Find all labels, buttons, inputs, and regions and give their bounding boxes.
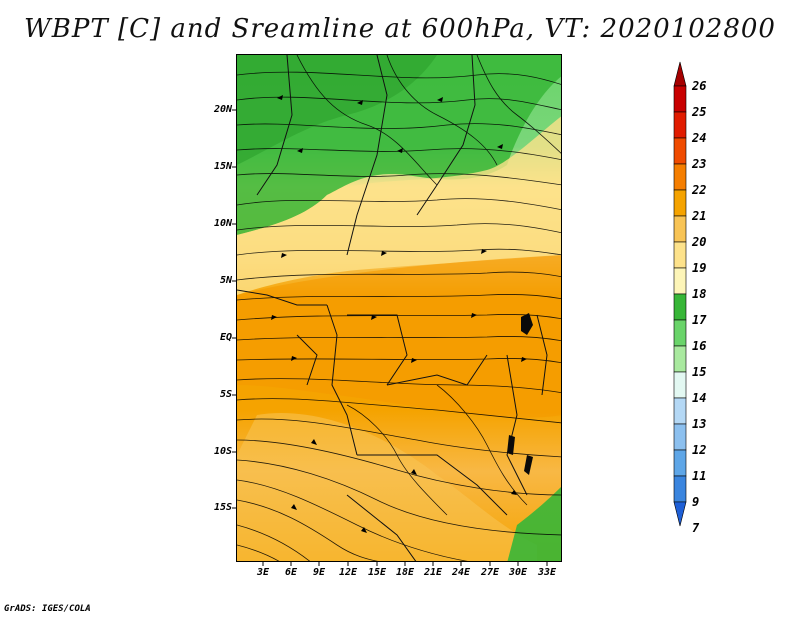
green-zone-core (237, 55, 437, 165)
colorbar-label: 13 (692, 417, 707, 431)
colorbar (673, 61, 687, 527)
colorbar-swatch (673, 293, 687, 321)
colorbar-label: 21 (692, 209, 707, 223)
colorbar-swatch (673, 319, 687, 347)
colorbar-label: 24 (692, 131, 707, 145)
lat-tick-label: 10N (213, 218, 232, 229)
colorbar-swatch (673, 397, 687, 425)
colorbar-label: 26 (692, 79, 707, 93)
orange-core (237, 255, 561, 418)
lon-tick-label: 33E (537, 567, 557, 578)
credit-text: GrADS: IGES/COLA (4, 604, 91, 614)
lat-tick-label: 5S (219, 389, 232, 400)
colorbar-swatch (673, 215, 687, 243)
colorbar-label: 19 (692, 261, 707, 275)
lon-tick-label: 27E (480, 567, 500, 578)
southern-swirl (237, 413, 537, 561)
colorbar-swatch (673, 449, 687, 477)
country-boundaries (237, 55, 548, 561)
colorbar-label: 15 (692, 365, 707, 379)
lon-tick-label: 21E (423, 567, 443, 578)
streamline-arrows (271, 95, 527, 533)
lon-tick-label: 18E (395, 567, 415, 578)
lat-tick-label: EQ (219, 332, 232, 343)
lon-tick-label: 12E (338, 567, 358, 578)
colorbar-label: 22 (692, 183, 707, 197)
colorbar-top-arrow (673, 61, 687, 87)
lon-tick-label: 6E (284, 567, 298, 578)
colorbar-label: 20 (692, 235, 707, 249)
lat-tick-label: 10S (213, 446, 232, 457)
colorbar-swatch (673, 111, 687, 139)
colorbar-label: 12 (692, 443, 707, 457)
lat-tick-label: 5N (219, 275, 232, 286)
colorbar-label: 11 (692, 469, 707, 483)
colorbar-swatch (673, 85, 687, 113)
colorbar-label: 25 (692, 105, 707, 119)
colorbar-swatch (673, 163, 687, 191)
colorbar-swatch (673, 423, 687, 451)
lakes (507, 313, 533, 475)
colorbar-label: 7 (692, 521, 700, 535)
lat-tick-label: 15S (213, 502, 232, 513)
lon-tick-label: 24E (451, 567, 471, 578)
wbpt-streamline-map (236, 54, 562, 562)
lon-tick-label: 15E (367, 567, 387, 578)
lat-tick-label: 15N (213, 161, 232, 172)
map-title: WBPT [C] and Sreamline at 600hPa, VT: 20… (24, 14, 776, 44)
colorbar-swatch (673, 267, 687, 295)
streamlines (237, 55, 561, 561)
map-canvas (237, 55, 561, 561)
colorbar-swatch (673, 345, 687, 373)
colorbar-label: 17 (692, 313, 707, 327)
green-zone-south-east (507, 486, 561, 561)
colorbar-label: 18 (692, 287, 707, 301)
colorbar-swatch (673, 371, 687, 399)
colorbar-swatch (673, 189, 687, 217)
colorbar-swatch (673, 137, 687, 165)
colorbar-swatch (673, 475, 687, 503)
colorbar-bottom-arrow (673, 501, 687, 527)
colorbar-swatch (673, 241, 687, 269)
lon-tick-label: 30E (508, 567, 528, 578)
lon-tick-label: 3E (256, 567, 270, 578)
colorbar-label: 23 (692, 157, 707, 171)
lat-tick-label: 20N (213, 104, 232, 115)
lon-tick-label: 9E (312, 567, 326, 578)
colorbar-label: 9 (692, 495, 700, 509)
colorbar-label: 16 (692, 339, 707, 353)
colorbar-label: 14 (692, 391, 707, 405)
